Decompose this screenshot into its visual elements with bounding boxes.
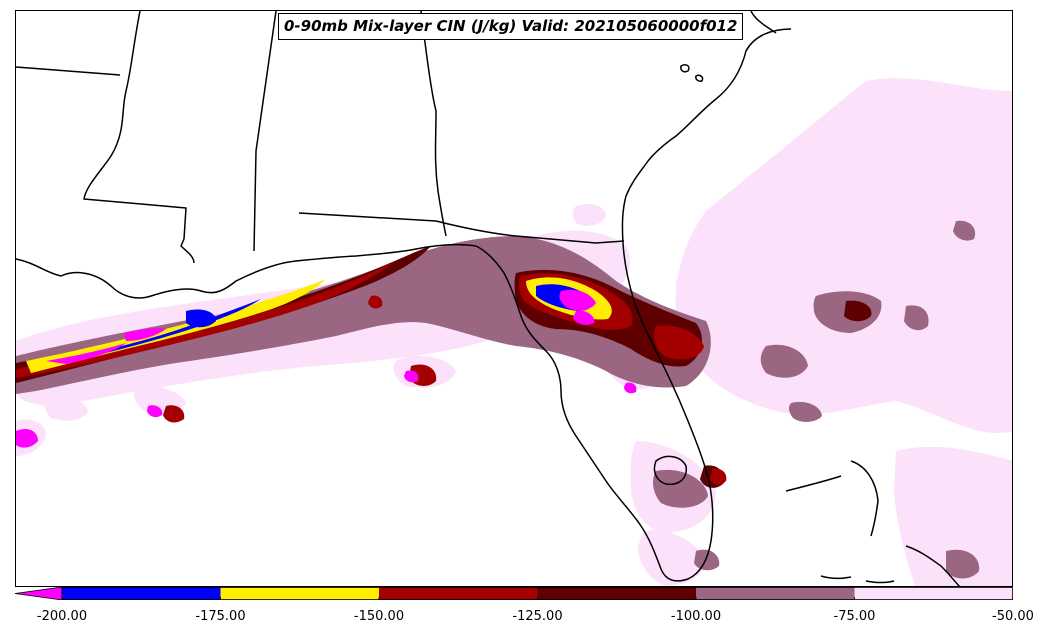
coastlines-and-state-borders <box>16 11 961 586</box>
colorbar-tick-label: -100.00 <box>670 609 722 624</box>
colorbar-tick-label: -175.00 <box>195 609 246 624</box>
colorbar-band <box>537 587 696 600</box>
cin-map <box>16 11 1012 586</box>
colorbar-band <box>379 587 538 600</box>
colorbar-band <box>62 587 221 600</box>
colorbar-tick-label: -125.00 <box>512 609 563 624</box>
colorbar-band <box>696 587 855 600</box>
cin-contour-magenta <box>16 289 637 448</box>
colorbar-tick-label: -150.00 <box>353 609 405 624</box>
colorbar-tick-label: -200.00 <box>36 609 88 624</box>
colorbar-extend-min-triangle <box>15 587 63 600</box>
colorbar-tick-label: -75.00 <box>833 609 876 624</box>
map-title: 0-90mb Mix-layer CIN (J/kg) Valid: 20210… <box>278 13 744 40</box>
colorbar <box>15 587 1013 600</box>
colorbar-band <box>220 587 379 600</box>
colorbar-tick-label: -50.00 <box>992 609 1034 624</box>
map-panel <box>15 10 1013 587</box>
colorbar-band <box>854 587 1013 600</box>
